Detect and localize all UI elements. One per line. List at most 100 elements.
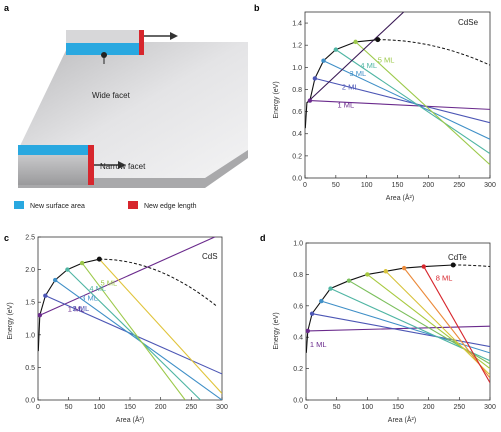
series-point-d-8 <box>421 264 426 269</box>
panel-c: c CdS Energy (eV) Area (Å²) 0 50 100 150 200… <box>0 213 250 427</box>
x-tick-label-d: 300 <box>484 404 496 411</box>
envelope-dashed-c <box>99 258 217 306</box>
y-tick-label-d: 0.2 <box>293 366 303 373</box>
series-label-b-0: 1 ML <box>338 101 355 110</box>
legend-swatch-edge <box>128 201 138 209</box>
series-point-c-2 <box>52 277 58 283</box>
panel-a: a Wide facet Narrow facet New surface ar… <box>0 0 250 213</box>
series-point-c-4 <box>79 260 85 266</box>
y-tick-label-b: 1.2 <box>292 43 302 50</box>
x-axis-label-b: Area (Å²) <box>386 193 414 202</box>
x-tick-label-b: 300 <box>484 182 496 189</box>
material-label-cdse: CdSe <box>458 18 479 27</box>
panel-d: d CdTe Energy (eV) Area (Å²) 0 50 100 150 20… <box>250 213 501 427</box>
x-tick-label-b: 200 <box>422 182 434 189</box>
x-tick-label-d: 0 <box>304 404 308 411</box>
series-point-d-3 <box>328 286 333 291</box>
slab-top-face <box>18 42 248 178</box>
y-tick-label-d: 1.0 <box>293 241 303 248</box>
series-line-b-3 <box>335 49 490 155</box>
x-axis-label-d: Area (Å²) <box>388 415 416 424</box>
bottom-new-surface <box>18 145 90 155</box>
bottom-block <box>18 155 90 185</box>
series-group-b <box>305 12 490 166</box>
y-tick-label-b: 0.0 <box>292 176 302 183</box>
x-tick-label-d: 200 <box>423 404 435 411</box>
x-tick-label-c: 100 <box>93 404 105 411</box>
chart-cdte: d CdTe Energy (eV) Area (Å²) 0 50 100 150 20… <box>260 233 496 424</box>
series-line-b-4 <box>355 41 490 166</box>
x-tick-label-c: 300 <box>216 404 228 411</box>
top-new-edge <box>139 30 144 55</box>
series-line-d-0 <box>307 325 490 332</box>
y-tick-label-b: 1.0 <box>292 65 302 72</box>
y-tick-label-b: 0.8 <box>292 87 302 94</box>
y-tick-label-b: 0.6 <box>292 109 302 116</box>
series-line-b-1 <box>314 77 490 124</box>
x-axis-label-c: Area (Å²) <box>116 415 144 424</box>
y-tick-label-c: 0.5 <box>25 365 35 372</box>
facet-schematic: a Wide facet Narrow facet New surface ar… <box>4 3 248 210</box>
series-line-d-6 <box>385 270 490 376</box>
x-tick-label-b: 250 <box>453 182 465 189</box>
envelope-solid-d <box>306 264 454 353</box>
series-point-d-0 <box>305 328 311 334</box>
y-tick-label-c: 2.5 <box>25 235 35 242</box>
series-line-b-2 <box>323 60 490 140</box>
series-point-d-5 <box>365 272 370 277</box>
series-point-d-6 <box>383 269 388 274</box>
top-block <box>66 30 142 46</box>
y-axis-label-b: Energy (eV) <box>273 81 280 118</box>
series-label-c-0: 1 ML <box>68 304 85 313</box>
legend-label-edge: New edge length <box>144 203 197 210</box>
y-tick-label-c: 2.0 <box>25 267 35 274</box>
series-label-c-3: 4 ML <box>89 284 106 293</box>
y-axis-label-d: Energy (eV) <box>273 312 280 349</box>
series-label-c-1: 2 ML <box>73 304 90 313</box>
plot-frame-b <box>304 11 491 179</box>
series-line-b-0 <box>309 99 490 110</box>
series-point-d-1 <box>309 311 315 316</box>
series-line-d-7 <box>403 267 490 379</box>
legend-label-surface: New surface area <box>30 203 85 210</box>
envelope-dashed-b <box>377 39 490 66</box>
x-tick-label-b: 100 <box>361 182 373 189</box>
series-point-b-0 <box>307 98 313 103</box>
series-point-c-3 <box>65 267 70 272</box>
peak-point-b <box>375 37 381 43</box>
x-tick-label-d: 50 <box>333 404 341 411</box>
x-tick-label-b: 0 <box>303 182 307 189</box>
series-point-c-1 <box>43 293 48 298</box>
y-tick-label-d: 0.8 <box>293 272 303 279</box>
series-label-b-4: 5 ML <box>378 56 395 65</box>
x-tick-label-c: 150 <box>124 404 136 411</box>
material-label-cdte: CdTe <box>448 253 467 262</box>
y-tick-label-b: 1.4 <box>292 21 302 28</box>
series-point-d-7 <box>401 265 407 271</box>
y-tick-label-d: 0.0 <box>293 398 303 405</box>
envelope-solid-b <box>305 39 378 129</box>
top-new-surface <box>66 43 142 55</box>
series-point-b-4 <box>353 39 358 45</box>
bottom-new-edge <box>88 145 94 185</box>
series-label-c-4: 5 ML <box>101 279 118 288</box>
series-line-c-0 <box>39 237 217 316</box>
peak-point-d <box>450 262 456 268</box>
series-label-c-2: 3 ML <box>81 293 98 302</box>
series-label-b-3: 4 ML <box>360 61 377 70</box>
series-line-b-5 <box>306 12 405 104</box>
series-group-d <box>306 264 490 384</box>
y-tick-label-b: 0.4 <box>292 131 302 138</box>
x-tick-label-d: 100 <box>361 404 373 411</box>
y-tick-label-c: 1.5 <box>25 300 35 307</box>
y-tick-label-b: 0.2 <box>292 153 302 160</box>
series-point-b-2 <box>321 58 326 63</box>
series-line-c-4 <box>81 262 186 400</box>
x-tick-label-c: 200 <box>155 404 167 411</box>
y-tick-label-c: 1.0 <box>25 332 35 339</box>
plot-frame-d <box>305 242 491 401</box>
x-tick-label-d: 250 <box>453 404 465 411</box>
x-tick-label-b: 50 <box>332 182 340 189</box>
panel-label-a: a <box>4 3 10 13</box>
series-line-d-5 <box>366 273 490 370</box>
